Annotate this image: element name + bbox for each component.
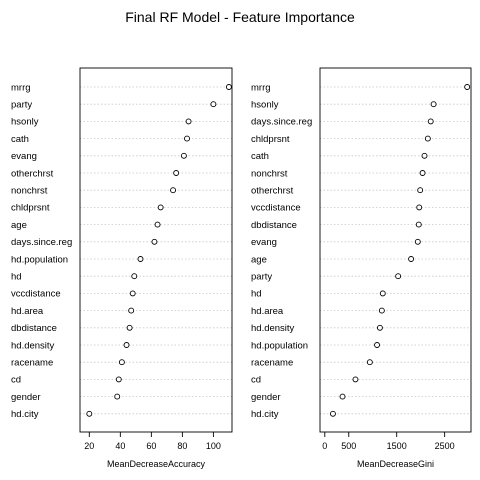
data-point (210, 101, 217, 108)
feature-label: otherchrst (251, 186, 294, 197)
data-point (115, 376, 122, 383)
feature-label: hd.density (251, 323, 295, 334)
data-point (339, 393, 346, 400)
x-tick-label: 80 (177, 441, 187, 451)
data-point (352, 376, 359, 383)
data-point (374, 342, 380, 348)
data-point (137, 256, 144, 262)
feature-label: chldprsnt (11, 203, 50, 214)
x-axis-title: MeanDecreaseGini (357, 459, 434, 469)
feature-label: otherchrst (11, 168, 54, 179)
panel-1: mrrg party hsonly cath evang otherchrst nonchr… (11, 67, 233, 469)
data-point (151, 238, 158, 245)
x-axis-title: MeanDecreaseAccuracy (107, 459, 206, 469)
data-point (408, 256, 415, 262)
data-point (126, 324, 133, 331)
x-tick-label: 500 (341, 441, 356, 451)
data-point (157, 204, 164, 211)
x-tick-label: 1500 (387, 441, 407, 451)
feature-label: nonchrst (11, 186, 48, 197)
feature-label: cath (251, 151, 269, 162)
plot-frame (319, 67, 472, 433)
feature-label: racename (11, 358, 53, 369)
data-point (376, 324, 383, 331)
feature-label: hd.city (251, 409, 279, 420)
data-point (366, 359, 373, 366)
data-point (131, 273, 138, 280)
chart-title: Final RF Model - Feature Importance (125, 9, 355, 25)
feature-label: mrrg (11, 82, 31, 93)
feature-label: hd.density (11, 340, 55, 351)
data-point (421, 152, 428, 159)
data-point (180, 152, 187, 159)
feature-label: cd (11, 375, 21, 386)
data-point (118, 359, 125, 366)
data-point (379, 290, 386, 297)
plot-frame (79, 67, 233, 433)
data-point (424, 135, 431, 142)
feature-label: age (11, 220, 27, 231)
feature-label: hsonly (11, 117, 39, 128)
data-point (154, 221, 161, 228)
data-point (173, 170, 180, 176)
feature-label: hsonly (251, 100, 279, 111)
x-tick-label: 20 (84, 441, 94, 451)
feature-label: days.since.reg (251, 117, 312, 128)
data-point (464, 84, 471, 90)
data-point (128, 307, 135, 314)
feature-label: days.since.reg (11, 237, 72, 248)
feature-label: vccdistance (11, 289, 61, 300)
feature-label: hd (251, 289, 262, 300)
data-point (415, 221, 422, 228)
data-point (114, 393, 121, 400)
x-tick-label: 100 (206, 441, 221, 451)
data-point (417, 187, 424, 194)
feature-label: dbdistance (11, 323, 57, 334)
data-point (184, 135, 190, 142)
x-tick-label: 60 (146, 441, 156, 451)
data-point (395, 273, 402, 280)
data-point (129, 290, 136, 297)
feature-label: hd.population (251, 340, 308, 351)
data-point (419, 170, 426, 176)
feature-label: party (11, 100, 32, 111)
x-tick-label: 40 (115, 441, 125, 451)
data-point (329, 410, 336, 417)
feature-label: chldprsnt (251, 134, 290, 145)
data-point (170, 187, 177, 194)
data-point (427, 118, 434, 125)
feature-label: evang (11, 151, 37, 162)
data-point (185, 118, 192, 125)
feature-label: mrrg (251, 82, 271, 93)
feature-label: cath (11, 134, 29, 145)
feature-label: hd.city (11, 409, 39, 420)
data-point (414, 238, 421, 245)
data-point (225, 84, 232, 90)
feature-label: hd (11, 272, 22, 283)
feature-label: dbdistance (251, 220, 297, 231)
data-point (416, 204, 423, 211)
feature-label: evang (251, 237, 277, 248)
panel-2: mrrg hsonly days.since.reg chldprsnt cath non… (251, 67, 472, 469)
feature-label: nonchrst (251, 168, 288, 179)
feature-label: hd.area (251, 306, 284, 317)
data-point (430, 101, 437, 108)
data-point (123, 342, 130, 348)
feature-label: hd.area (11, 306, 44, 317)
feature-label: age (251, 254, 267, 265)
feature-label: vccdistance (251, 203, 301, 214)
data-point (86, 410, 93, 417)
feature-label: gender (251, 392, 281, 403)
feature-label: party (251, 272, 272, 283)
x-tick-label: 2500 (435, 441, 455, 451)
x-tick-label: 0 (322, 441, 327, 451)
data-point (378, 307, 385, 314)
feature-label: cd (251, 375, 261, 386)
feature-label: racename (251, 358, 293, 369)
feature-label: gender (11, 392, 41, 403)
feature-label: hd.population (11, 254, 68, 265)
